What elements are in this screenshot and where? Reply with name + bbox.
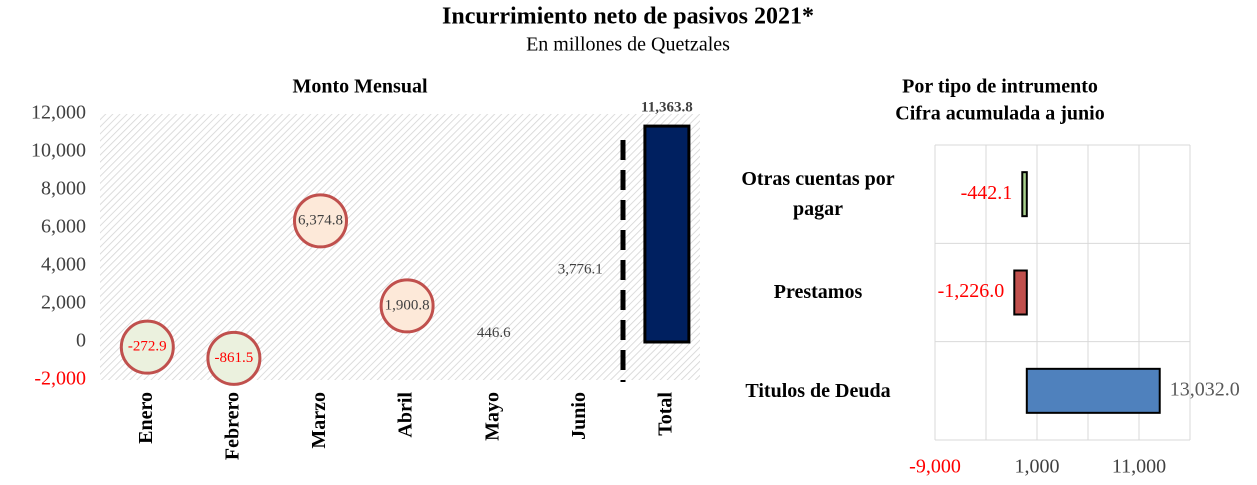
marker [119, 319, 175, 375]
x-tick-label: 11,000 [1112, 456, 1166, 478]
x-tick-label: Total [654, 392, 676, 436]
y-tick-label: Prestamos [773, 281, 863, 304]
y-tick-label: 8,000 [41, 178, 86, 200]
x-tick-label: Enero [135, 392, 157, 444]
data-label: 13,032.0 [1170, 378, 1240, 400]
chart-title: Monto Mensual [293, 76, 428, 98]
x-tick-label: Febrero [221, 392, 243, 460]
y-tick-label: Titulos de Deuda [745, 379, 891, 402]
chart-title: Cifra acumulada a junio [895, 103, 1104, 125]
data-label: -1,226.0 [938, 280, 1005, 302]
data-label: 1,900.8 [385, 297, 430, 313]
x-tick-label: Junio [568, 392, 590, 440]
x-tick-label: 1,000 [1015, 456, 1060, 478]
y-tick-label: 4,000 [41, 254, 86, 276]
plot-background [100, 114, 700, 380]
x-tick-label: Abril [395, 392, 417, 438]
data-label: 6,374.8 [298, 212, 343, 228]
data-label: -442.1 [961, 182, 1013, 204]
bar [643, 124, 691, 344]
y-tick-label: 2,000 [41, 292, 86, 314]
marker [379, 278, 435, 334]
chart-title: Por tipo de intrumento [902, 76, 1098, 98]
bar [1025, 367, 1161, 414]
data-label: 446.6 [477, 325, 511, 341]
y-tick-label: 6,000 [41, 216, 86, 238]
data-label: -861.5 [215, 350, 254, 366]
marker [206, 330, 262, 386]
y-tick-label: 0 [76, 330, 86, 352]
x-tick-label: Mayo [481, 392, 503, 441]
data-label: 3,776.1 [558, 262, 603, 278]
x-tick-label: -9,000 [909, 456, 961, 478]
title: Incurrimiento neto de pasivos 2021* [442, 4, 814, 30]
bar [1021, 171, 1028, 218]
data-label: -272.9 [128, 339, 167, 355]
data-label: 11,363.8 [641, 100, 693, 116]
y-tick-label: Otras cuentas por pagar [741, 168, 895, 221]
y-tick-label: 12,000 [31, 102, 86, 124]
x-tick-label: Marzo [308, 392, 330, 449]
subtitle: En millones de Quetzales [526, 34, 730, 56]
marker [293, 193, 348, 249]
y-tick-label: 10,000 [31, 140, 86, 162]
y-tick-label: -2,000 [34, 368, 86, 390]
bar [1013, 269, 1028, 316]
